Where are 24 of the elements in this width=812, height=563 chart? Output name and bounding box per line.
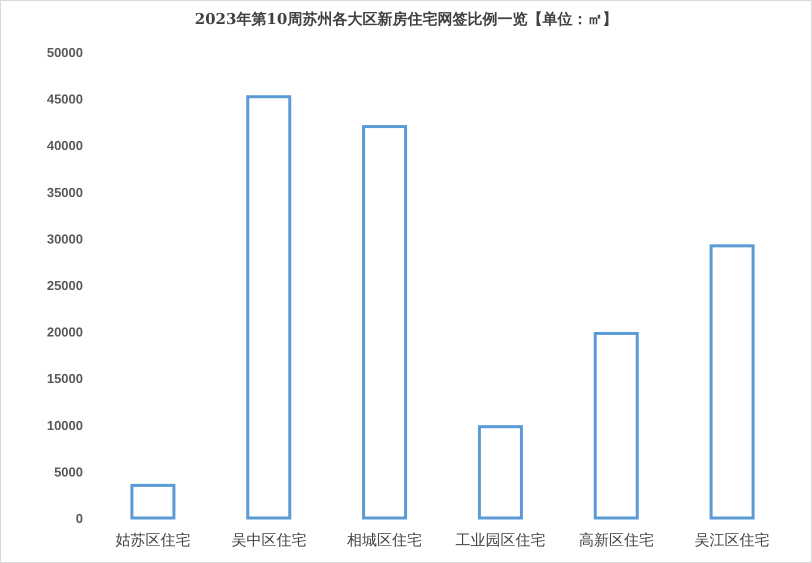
x-tick-label: 姑苏区住宅 (115, 531, 190, 549)
y-tick-label: 35000 (46, 184, 83, 200)
x-tick-label: 吴江区住宅 (694, 531, 770, 549)
bar (246, 95, 292, 520)
bar (710, 244, 755, 520)
y-tick-label: 20000 (46, 324, 83, 340)
y-tick-label: 5000 (54, 464, 83, 480)
bar (478, 425, 523, 520)
x-tick-label: 相城区住宅 (347, 531, 422, 549)
chart-title: 2023年第10周苏州各大区新房住宅网签比例一览【单位：㎡】 (194, 10, 618, 28)
x-tick-label: 吴中区住宅 (231, 531, 306, 549)
bar (362, 125, 408, 520)
y-tick-label: 40000 (46, 138, 83, 154)
y-tick-label: 45000 (46, 92, 83, 107)
y-tick-label: 0 (76, 511, 83, 526)
x-tick-label: 工业园区住宅 (455, 531, 546, 549)
y-tick-label: 30000 (46, 231, 83, 246)
y-tick-label: 15000 (46, 371, 83, 386)
bar (594, 332, 639, 520)
y-tick-label: 50000 (46, 45, 83, 60)
y-tick-label: 10000 (46, 418, 83, 433)
y-tick-label: 25000 (46, 278, 83, 293)
x-tick-label: 高新区住宅 (578, 531, 654, 549)
bar (130, 484, 176, 520)
